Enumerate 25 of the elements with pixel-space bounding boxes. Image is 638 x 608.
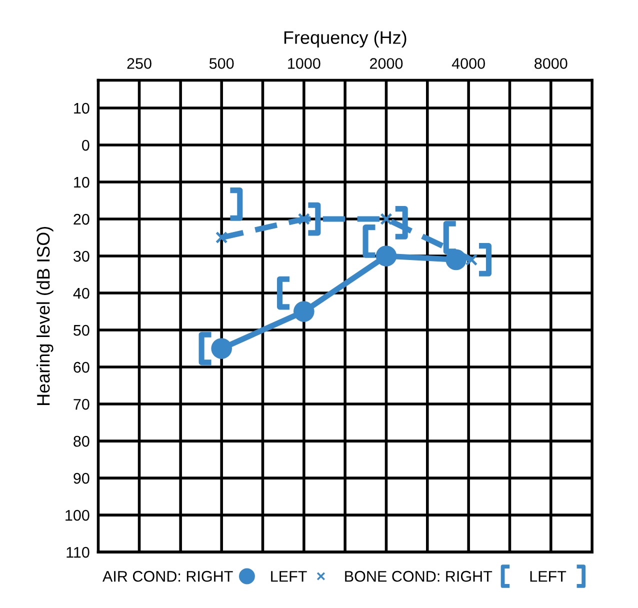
y-tick-label: 100	[66, 510, 90, 521]
legend-label: BONE COND: RIGHT	[345, 570, 492, 582]
y-tick-label: 10	[74, 176, 90, 188]
y-tick-label: 40	[73, 288, 90, 299]
x-tick-label: 250	[127, 58, 152, 69]
y-tick-label: 110	[66, 546, 90, 558]
y-tick-label: 60	[74, 362, 90, 373]
y-tick-label: 30	[74, 250, 90, 262]
y-tick-label: 80	[74, 436, 90, 447]
x-axis-title: Frequency (Hz)	[284, 30, 406, 48]
legend-label: LEFT	[271, 571, 307, 582]
y-tick-label: 50	[74, 324, 90, 336]
x-tick-label: 4000	[452, 58, 485, 69]
x-tick-label: 2000	[370, 58, 403, 69]
legend-label: AIR COND: RIGHT	[102, 570, 233, 582]
y-tick-label: 0	[82, 140, 90, 151]
legend-label: LEFT	[530, 571, 566, 582]
y-tick-label: 70	[74, 398, 90, 410]
x-tick-label: 500	[209, 58, 234, 69]
x-tick-label: 1000	[288, 58, 320, 69]
x-tick-label: 8000	[534, 58, 568, 69]
y-tick-label: 10	[74, 102, 90, 114]
y-tick-label: 90	[74, 472, 90, 484]
y-tick-label: 20	[74, 214, 90, 225]
y-axis-title: Hearing level (dB ISO)	[36, 226, 54, 405]
